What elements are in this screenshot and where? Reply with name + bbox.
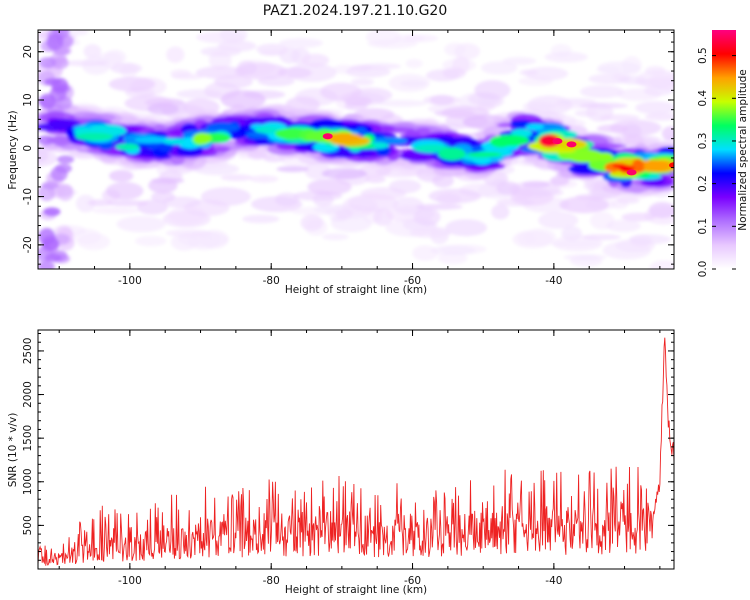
x-tick-label: -60: [404, 275, 421, 287]
snr-panel: -100 -80 -60 -40 500 1000 1500 2000 2500 Height …: [7, 329, 675, 596]
spectral-peak: [626, 169, 637, 176]
x-tick-label: -40: [545, 275, 562, 287]
x-tick-label: -80: [263, 575, 280, 587]
colorbar: 0.0 0.1 0.2 0.3 0.4 0.5 Normalized spectral a…: [697, 30, 749, 277]
x-tick-label: -100: [118, 275, 142, 287]
snr-y-label: SNR (10 * v/v): [7, 413, 19, 488]
spectral-peak: [566, 141, 577, 148]
y-tick-label: -10: [22, 188, 34, 205]
snr-x-label: Height of straight line (km): [285, 584, 427, 596]
y-tick-label: 10: [22, 93, 34, 106]
y-tick-label: 0: [22, 145, 34, 152]
x-tick-label: -40: [545, 575, 562, 587]
colorbar-tick-label: 0.0: [697, 261, 709, 278]
colorbar-label: Normalized spectral amplitude: [737, 69, 749, 230]
colorbar-tick-label: 0.4: [697, 90, 709, 107]
spectral-peak: [552, 138, 563, 145]
y-tick-label: 1500: [22, 425, 34, 452]
y-tick-label: 2000: [22, 381, 34, 408]
colorbar-tick-label: 0.1: [697, 218, 709, 235]
snr-frame: [37, 329, 675, 570]
figure-title: PAZ1.2024.197.21.10.G20: [263, 3, 448, 19]
x-tick-label: -80: [263, 275, 280, 287]
snr-series-line: [38, 337, 674, 566]
spectral-peak: [322, 133, 333, 140]
colorbar-tick-label: 0.5: [697, 47, 709, 64]
y-tick-label: 1000: [22, 468, 34, 495]
y-tick-label: 20: [22, 45, 34, 58]
snr-ticks: -100 -80 -60 -40 500 1000 1500 2000 2500: [22, 330, 674, 587]
colorbar-ticks: 0.0 0.1 0.2 0.3 0.4 0.5: [697, 47, 736, 277]
colorbar-gradient: [712, 30, 736, 269]
y-tick-label: 2500: [22, 338, 34, 365]
spectrogram-ticks: -100 -80 -60 -40 20 10 0 -10 -20: [22, 30, 674, 287]
y-tick-label: 500: [22, 515, 34, 535]
y-tick-label: -20: [22, 236, 34, 253]
spectrogram-y-label: Frequency (Hz): [7, 110, 19, 189]
spectrogram-x-label: Height of straight line (km): [285, 284, 427, 296]
colorbar-tick-label: 0.2: [697, 175, 709, 192]
spectral-peak: [669, 162, 674, 169]
x-tick-label: -100: [118, 575, 142, 587]
colorbar-tick-label: 0.3: [697, 133, 709, 150]
spectrogram-panel: -100 -80 -60 -40 20 10 0 -10 -20 Height of strai…: [7, 29, 675, 296]
x-tick-label: -60: [404, 575, 421, 587]
spectrogram-frame: [37, 29, 675, 270]
spectrogram-heatmap: [38, 30, 674, 269]
